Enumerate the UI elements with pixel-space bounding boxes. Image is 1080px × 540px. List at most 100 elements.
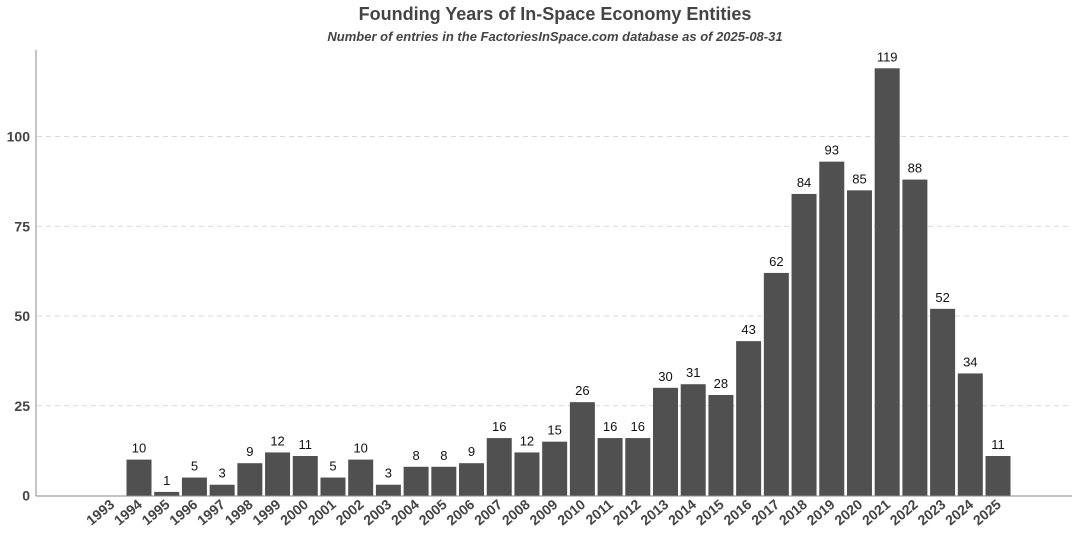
bar [874,68,900,496]
data-label: 119 [877,49,898,64]
x-tick-label: 2002 [332,496,366,528]
data-label: 88 [908,161,922,176]
bar [569,402,595,496]
x-tick-label: 1996 [166,496,200,528]
bar [403,466,429,496]
bar [930,308,956,496]
x-tick-label: 2008 [499,496,533,528]
x-tick-label: 2023 [914,496,948,528]
x-tick-label: 2010 [554,496,588,528]
x-tick-label: 2012 [610,496,644,528]
bar [763,272,789,496]
bar [292,456,318,496]
bar [846,190,872,496]
bar [625,438,651,496]
x-axis-ticks: 1993199419951996199719981999200020012002… [83,496,1004,528]
bar [708,394,734,496]
data-label: 16 [631,419,645,434]
x-tick-label: 2025 [970,496,1004,528]
x-tick-label: 1994 [111,496,145,528]
bar [486,438,512,496]
bar [126,459,152,496]
data-label: 10 [132,441,146,456]
x-tick-label: 2007 [471,496,505,528]
y-tick-label: 100 [7,129,31,145]
x-tick-label: 2011 [582,496,616,528]
data-label: 15 [547,423,561,438]
bar [237,463,263,496]
data-label: 9 [468,444,475,459]
data-label: 11 [299,437,313,452]
x-tick-label: 2015 [693,496,727,528]
data-label: 16 [603,419,617,434]
x-tick-label: 2021 [859,496,893,528]
bar [320,477,346,496]
bar [819,161,845,496]
x-tick-label: 2006 [443,496,477,528]
data-label: 62 [769,254,783,269]
data-label: 28 [714,376,728,391]
x-tick-label: 1997 [194,496,228,528]
data-label: 11 [991,437,1005,452]
x-tick-label: 2020 [831,496,865,528]
bar [985,456,1011,496]
bar [680,384,706,496]
x-tick-label: 2017 [748,496,782,528]
y-axis-ticks: 0 25 50 75 100 [7,129,31,504]
data-label: 30 [658,369,672,384]
x-tick-label: 2014 [665,496,699,528]
x-tick-label: 2000 [277,496,311,528]
bar [902,179,928,496]
data-label: 12 [520,433,534,448]
y-tick-label: 75 [14,218,30,234]
y-tick-label: 0 [22,488,30,504]
x-tick-label: 1995 [138,496,172,528]
data-label: 93 [825,143,839,158]
data-label: 43 [741,322,755,337]
data-label: 31 [686,365,700,380]
data-label: 8 [412,448,419,463]
x-tick-label: 2019 [804,496,838,528]
x-tick-label: 2018 [776,496,810,528]
data-label: 3 [219,466,226,481]
data-label: 3 [385,466,392,481]
data-label: 84 [797,175,811,190]
x-tick-label: 2013 [637,496,671,528]
bar [597,438,623,496]
x-tick-label: 2005 [416,496,450,528]
bar [459,463,485,496]
bar [791,193,817,496]
x-tick-label: 2001 [305,496,339,528]
data-label: 26 [575,383,589,398]
bar [265,452,291,496]
bar [209,484,235,496]
x-tick-label: 1993 [83,496,117,528]
data-label: 9 [246,444,253,459]
bar [957,373,983,496]
bar [375,484,401,496]
data-label: 5 [191,459,198,474]
x-tick-label: 2009 [526,496,560,528]
x-tick-label: 2022 [887,496,921,528]
x-tick-label: 2004 [388,496,422,528]
chart-subtitle: Number of entries in the FactoriesInSpac… [327,29,782,44]
data-label: 12 [270,433,284,448]
data-label: 85 [852,171,866,186]
bar [348,459,374,496]
data-label: 1 [163,473,170,488]
data-label: 10 [353,441,367,456]
bar [514,452,540,496]
bars [126,68,1011,496]
bar [653,387,678,496]
y-tick-label: 25 [14,398,30,414]
bar [736,341,762,496]
bar [431,466,457,496]
data-label: 52 [935,290,949,305]
bar [154,491,180,496]
x-tick-label: 1999 [249,496,283,528]
x-tick-label: 1998 [222,496,256,528]
data-label: 5 [329,459,336,474]
data-label: 8 [440,448,447,463]
